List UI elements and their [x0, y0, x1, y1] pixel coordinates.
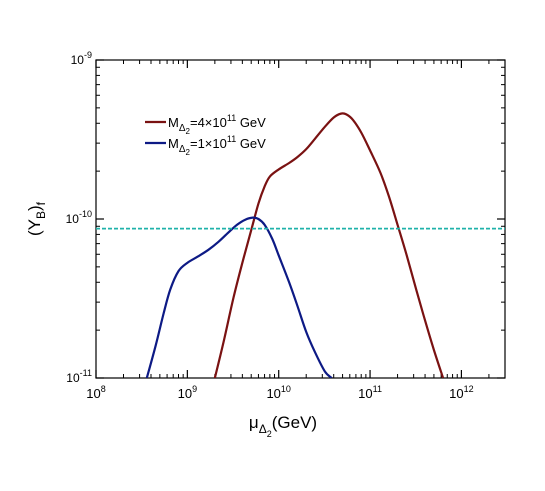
legend-label-series-1: MΔ2=4×1011 GeV: [168, 113, 266, 136]
x-tick-label: 1010: [266, 384, 290, 401]
x-tick-label: 109: [178, 384, 197, 401]
x-axis-label-sub: Δ: [259, 422, 267, 436]
y-axis-label-close: ): [25, 205, 44, 211]
y-axis-label-main: (Y: [25, 219, 44, 236]
x-tick-label: 1012: [449, 384, 473, 401]
legend: MΔ2=4×1011 GeV MΔ2=1×1011 GeV: [145, 113, 266, 157]
y-axis-label-sub: B: [34, 211, 48, 219]
y-tick-label: 10-9: [71, 50, 92, 67]
y-axis-label-sub2: f: [34, 201, 48, 205]
tick-labels: 108 109 1010 1011 1012 10-11 10-10 10-9: [66, 50, 474, 401]
series-layer: [96, 112, 505, 378]
x-tick-label: 108: [86, 384, 105, 401]
series-line-1: [213, 112, 445, 378]
y-tick-label: 10-11: [66, 368, 92, 385]
x-tick-label: 1011: [358, 384, 382, 401]
x-axis-label-main: μ: [249, 413, 259, 432]
y-axis-label: (YB)f: [25, 201, 48, 236]
series-line-2: [145, 216, 333, 378]
y-tick-label: 10-10: [66, 209, 92, 226]
minor-ticks: [96, 60, 505, 378]
x-axis-label: μΔ2(GeV): [249, 413, 317, 439]
major-ticks: [95, 59, 505, 379]
plot-frame: [95, 59, 506, 379]
x-axis-label-subsub: 2: [267, 429, 272, 439]
legend-label-series-2: MΔ2=1×1011 GeV: [168, 134, 266, 157]
x-axis-label-rest: (GeV): [272, 413, 317, 432]
